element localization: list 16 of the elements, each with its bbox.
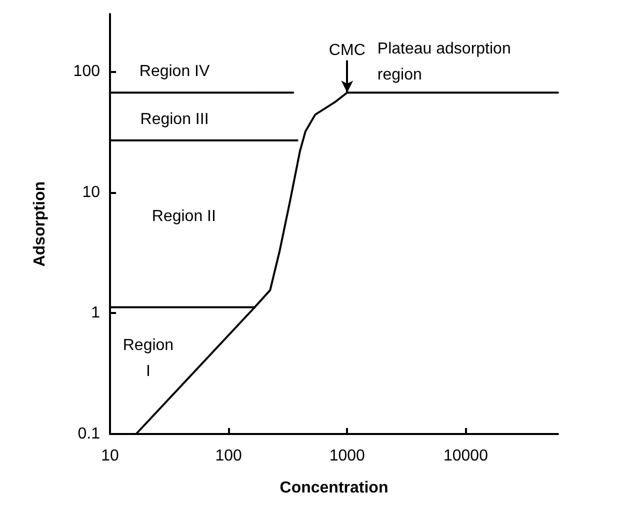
x-tick-label: 10000: [443, 448, 488, 464]
x-tick-label: 100: [215, 448, 242, 464]
y-tick-label: 0.1: [78, 426, 100, 442]
annotation: Region I: [122, 337, 174, 380]
annotation: Region IV: [139, 63, 210, 80]
y-tick-label: 100: [73, 63, 100, 80]
y-tick-label: 10: [82, 184, 100, 201]
annotation: CMC: [328, 42, 366, 59]
x-tick-label: 1000: [329, 448, 366, 464]
y-tick-label: 1: [91, 304, 100, 322]
x-tick-label: 10: [101, 448, 119, 464]
annotation: Region III: [140, 111, 209, 128]
annotation: Plateau adsorption region: [377, 40, 511, 84]
y-axis-title: Adsorption: [32, 181, 48, 267]
x-axis-title: Concentration: [280, 480, 388, 496]
annotation: Region II: [152, 208, 216, 226]
